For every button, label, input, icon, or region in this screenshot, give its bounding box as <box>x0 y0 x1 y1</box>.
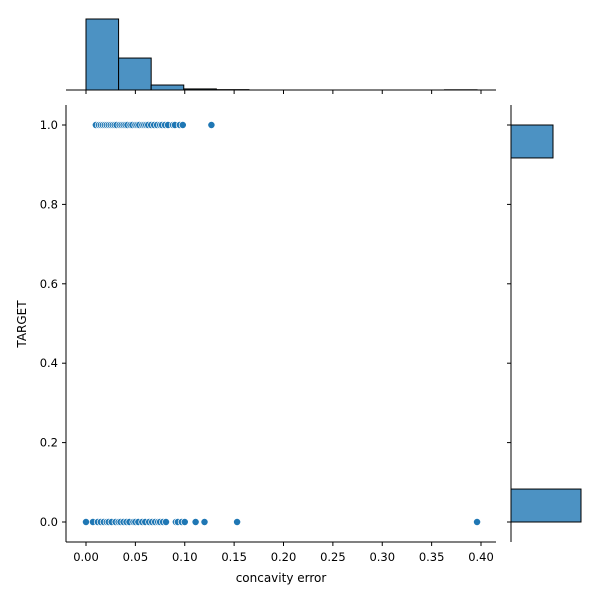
x-tick-label: 0.30 <box>369 550 395 564</box>
x-tick-label: 0.20 <box>271 550 297 564</box>
x-tick-label: 0.00 <box>73 550 99 564</box>
x-tick-label: 0.40 <box>468 550 494 564</box>
x-tick-label: 0.10 <box>172 550 198 564</box>
x-tick-label: 0.35 <box>419 550 445 564</box>
scatter-points <box>82 121 481 526</box>
y-tick-label: 0.6 <box>40 277 58 291</box>
histogram-bar <box>118 57 152 91</box>
y-tick-label: 0.2 <box>40 436 58 450</box>
scatter-axes <box>65 105 496 543</box>
histogram-bar <box>85 18 120 91</box>
x-tick-label: 0.25 <box>320 550 346 564</box>
x-tick-label: 0.15 <box>221 550 247 564</box>
y-tick-label: 1.0 <box>40 118 58 132</box>
data-point <box>207 121 216 129</box>
y-tick-label: 0.4 <box>40 356 58 370</box>
data-point <box>233 518 242 526</box>
y-axis-label: TARGET <box>15 300 29 349</box>
data-point <box>473 518 481 526</box>
marginal-y-histogram <box>510 105 582 542</box>
data-point <box>162 518 170 526</box>
x-tick-label: 0.05 <box>123 550 149 564</box>
histogram-bar <box>183 88 217 91</box>
x-axis-ticks: 0.00 0.05 0.10 0.15 0.20 0.25 0.30 0.35 0.40 <box>73 90 494 564</box>
x-axis-label: concavity error <box>236 571 327 585</box>
y-tick-label: 0.8 <box>40 197 58 211</box>
data-point <box>180 518 189 526</box>
y-axis-ticks: 0.0 0.2 0.4 0.6 0.8 1.0 <box>40 118 511 529</box>
data-point <box>82 518 90 526</box>
data-point <box>200 518 209 526</box>
histogram-bar <box>510 488 582 523</box>
data-point <box>191 518 200 526</box>
data-point <box>178 121 187 129</box>
marginal-x-histogram <box>66 18 496 91</box>
y-tick-label: 0.0 <box>40 515 58 529</box>
histogram-bar <box>510 124 554 159</box>
histogram-bar <box>150 84 185 91</box>
